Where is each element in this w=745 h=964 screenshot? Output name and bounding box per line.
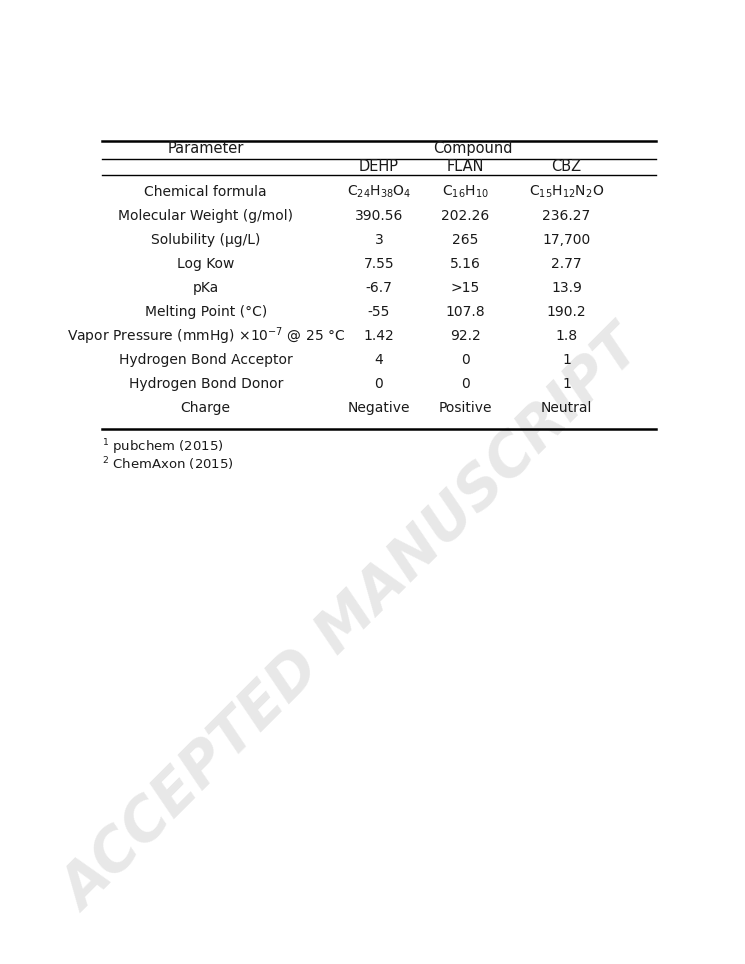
Text: ACCEPTED MANUSCRIPT: ACCEPTED MANUSCRIPT [52,319,654,922]
Text: Compound: Compound [433,141,513,156]
Text: 190.2: 190.2 [547,305,586,319]
Text: Neutral: Neutral [541,401,592,415]
Text: 3: 3 [375,232,383,247]
Text: Negative: Negative [348,401,410,415]
Text: 390.56: 390.56 [355,208,403,223]
Text: $^{1}$ pubchem (2015): $^{1}$ pubchem (2015) [102,438,224,458]
Text: DEHP: DEHP [359,159,399,174]
Text: Melting Point (°C): Melting Point (°C) [145,305,267,319]
Text: Chemical formula: Chemical formula [145,184,267,199]
Text: 17,700: 17,700 [542,232,591,247]
Text: CBZ: CBZ [551,159,582,174]
Text: 1: 1 [562,353,571,367]
Text: Positive: Positive [439,401,492,415]
Text: 107.8: 107.8 [446,305,485,319]
Text: -55: -55 [368,305,390,319]
Text: 4: 4 [375,353,383,367]
Text: 2.77: 2.77 [551,256,582,271]
Text: Parameter: Parameter [168,141,244,156]
Text: 0: 0 [461,353,470,367]
Text: 0: 0 [461,377,470,391]
Text: Hydrogen Bond Acceptor: Hydrogen Bond Acceptor [119,353,293,367]
Text: 0: 0 [375,377,383,391]
Text: Charge: Charge [181,401,231,415]
Text: 13.9: 13.9 [551,281,582,295]
Text: C$_{16}$H$_{10}$: C$_{16}$H$_{10}$ [442,183,489,200]
Text: $^{2}$ ChemAxon (2015): $^{2}$ ChemAxon (2015) [102,456,234,473]
Text: 92.2: 92.2 [450,329,481,343]
Text: C$_{15}$H$_{12}$N$_{2}$O: C$_{15}$H$_{12}$N$_{2}$O [529,183,604,200]
Text: 1.42: 1.42 [364,329,394,343]
Text: Log Kow: Log Kow [177,256,235,271]
Text: >15: >15 [451,281,481,295]
Text: -6.7: -6.7 [366,281,393,295]
Text: 1.8: 1.8 [556,329,577,343]
Text: 7.55: 7.55 [364,256,394,271]
Text: pKa: pKa [193,281,219,295]
Text: Molecular Weight (g/mol): Molecular Weight (g/mol) [118,208,294,223]
Text: Solubility (μg/L): Solubility (μg/L) [151,232,261,247]
Text: Hydrogen Bond Donor: Hydrogen Bond Donor [129,377,283,391]
Text: FLAN: FLAN [447,159,484,174]
Text: C$_{24}$H$_{38}$O$_{4}$: C$_{24}$H$_{38}$O$_{4}$ [346,183,411,200]
Text: 236.27: 236.27 [542,208,591,223]
Text: 5.16: 5.16 [450,256,481,271]
Text: 1: 1 [562,377,571,391]
Text: 202.26: 202.26 [441,208,489,223]
Text: 265: 265 [452,232,479,247]
Text: Vapor Pressure (mmHg) ×10$^{-7}$ @ 25 °C: Vapor Pressure (mmHg) ×10$^{-7}$ @ 25 °C [66,325,345,347]
